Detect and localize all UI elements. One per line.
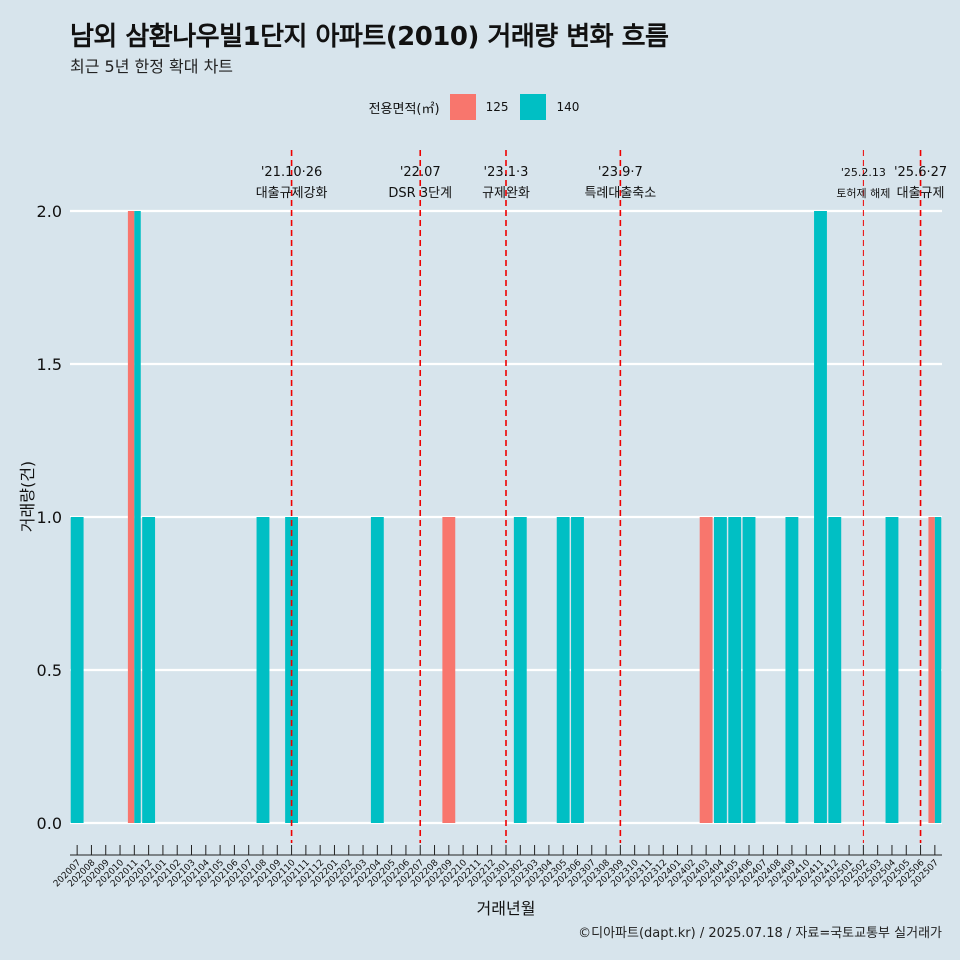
bar-125-202209: [442, 517, 456, 823]
event-name-label-202506: 대출규제: [897, 186, 945, 201]
y-tick-label-2: 1.0: [37, 508, 62, 527]
y-tick-label-1: 0.5: [37, 661, 62, 680]
legend-label-140: 140: [556, 100, 580, 114]
y-tick-label-4: 2.0: [37, 202, 62, 221]
event-date-label-202110: '21.10·26: [261, 165, 322, 180]
legend-label-125: 125: [485, 100, 509, 114]
bar-140-202305: [556, 517, 570, 823]
x-axis-title: 거래년월: [477, 899, 536, 918]
event-date-label-202309: '23.9·7: [598, 165, 643, 180]
legend-swatch-125: [449, 94, 476, 120]
chart-title: 남외 삼환나우빌1단지 아파트(2010) 거래량 변화 흐름: [70, 22, 669, 52]
bar-140-202411: [814, 211, 827, 823]
event-name-label-202301: 규제완화: [482, 186, 530, 201]
event-name-label-202502: 토허제 해제: [836, 186, 890, 200]
bar-140-202404: [713, 517, 727, 823]
bar-140-202007: [70, 517, 84, 823]
event-date-label-202502: '25.2.13: [841, 166, 886, 179]
chart-caption: ©디아파트(dapt.kr) / 2025.07.18 / 자료=국토교통부 실…: [578, 926, 942, 941]
bar-140-202405: [728, 517, 742, 823]
bar-140-202406: [742, 517, 756, 823]
bar-140-202204: [370, 517, 384, 823]
bar-125-202011: [127, 211, 135, 823]
bar-140-202302: [513, 517, 527, 823]
legend-item-140: 140: [520, 94, 579, 120]
event-date-label-202506: '25.6·27: [894, 165, 947, 180]
legend-title: 전용면적(㎡): [368, 101, 440, 117]
event-name-label-202110: 대출규제강화: [256, 186, 328, 201]
bar-140-202108: [256, 517, 270, 823]
bar-140-202011: [134, 211, 141, 823]
bar-125-202403: [699, 517, 713, 823]
bar-140-202507: [934, 517, 942, 823]
bar-140-202504: [885, 517, 899, 823]
legend-swatch-140: [520, 94, 547, 120]
legend: 전용면적(㎡) 125 140: [0, 93, 960, 121]
legend-item-125: 125: [449, 94, 509, 120]
y-tick-label-3: 1.5: [37, 355, 62, 374]
bar-140-202409: [785, 517, 799, 823]
bar-125-202507: [928, 517, 935, 823]
bar-140-202412: [828, 517, 842, 823]
y-tick-label-0: 0.0: [37, 814, 62, 833]
y-axis-title: 거래량(건): [18, 461, 37, 532]
event-name-label-202309: 특례대출축소: [584, 186, 656, 201]
bar-140-202306: [571, 517, 584, 823]
event-date-label-202301: '23.1·3: [484, 165, 529, 180]
event-name-label-202207: DSR 3단계: [388, 186, 452, 201]
bar-140-202012: [142, 517, 156, 823]
event-date-label-202207: '22.07: [400, 165, 441, 180]
chart-subtitle: 최근 5년 한정 확대 차트: [70, 57, 234, 76]
